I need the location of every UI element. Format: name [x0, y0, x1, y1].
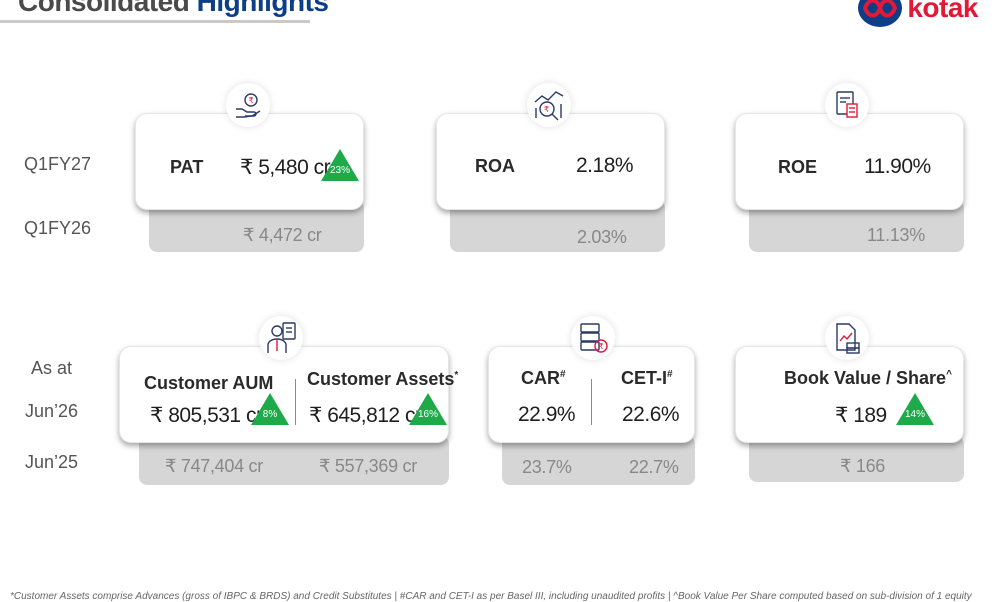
cet-value: 22.6%	[622, 403, 680, 426]
row-label-previous-quarter: Q1FY26	[24, 218, 92, 238]
footnote: *Customer Assets comprise Advances (gros…	[10, 591, 972, 602]
kotak-logo: kotak	[857, 0, 978, 28]
customer-aum-label: Customer AUM	[144, 373, 274, 393]
svg-text:₹: ₹	[544, 105, 549, 114]
svg-text:₹: ₹	[599, 342, 604, 351]
customer-aum-previous-value: ₹ 747,404 cr	[165, 456, 263, 476]
customer-card: Customer AUM Customer Assets* ₹ 805,531 …	[119, 346, 458, 443]
customer-divider	[295, 379, 296, 425]
car-previous-value: 23.7%	[522, 457, 572, 477]
cet-previous-value: 22.7%	[629, 457, 679, 477]
car-label: CAR#	[521, 368, 566, 388]
svg-text:₹: ₹	[249, 96, 254, 105]
row-label-as-at: As at	[31, 358, 73, 378]
customer-assets-growth: 16%	[417, 409, 438, 420]
bvps-card: Book Value / Share^ ₹ 189 14%	[735, 346, 964, 443]
row-label-current-date: Jun’26	[25, 401, 79, 421]
capital-card: CAR# CET-I# 22.9% 22.6%	[488, 346, 695, 443]
advisor-icon	[259, 316, 303, 360]
cet-label: CET-I#	[621, 368, 673, 388]
hand-rupee-coin-icon: ₹	[226, 83, 270, 127]
pat-growth: 23%	[329, 165, 350, 176]
roe-card: ROE 11.90%	[735, 113, 964, 210]
bvps-previous-value: ₹ 166	[840, 456, 885, 476]
customer-aum-value: ₹ 805,531 cr	[150, 404, 263, 427]
document-chart-icon	[825, 316, 869, 360]
pat-card: PAT ₹ 5,480 cr 23%	[135, 113, 364, 210]
bvps-growth-up-icon: 14%	[896, 393, 934, 425]
pat-value: ₹ 5,480 cr	[240, 156, 331, 179]
analytics-magnifier-icon: ₹	[527, 83, 571, 127]
customer-assets-previous-value: ₹ 557,369 cr	[319, 456, 417, 476]
customer-assets-value: ₹ 645,812 cr	[309, 404, 422, 427]
capital-divider	[591, 379, 592, 425]
customer-assets-label: Customer Assets*	[307, 369, 459, 389]
calculator-document-icon	[825, 83, 869, 127]
pat-growth-up-icon: 23%	[321, 149, 359, 181]
customer-aum-growth: 8%	[262, 409, 278, 420]
customer-assets-growth-up-icon: 16%	[409, 393, 447, 425]
roa-card: ROA 2.18%	[436, 113, 665, 210]
car-value: 22.9%	[518, 403, 576, 426]
customer-aum-growth-up-icon: 8%	[251, 393, 289, 425]
server-coins-icon: ₹	[571, 316, 615, 360]
roe-label: ROE	[778, 157, 818, 177]
bvps-growth: 14%	[904, 409, 925, 420]
roa-previous-value: 2.03%	[577, 227, 627, 247]
roe-value: 11.90%	[864, 155, 931, 178]
bvps-previous-panel: ₹ 166	[749, 436, 964, 482]
kotak-infinity-icon	[857, 0, 903, 28]
row-label-previous-date: Jun’25	[25, 452, 79, 472]
roe-previous-value: 11.13%	[867, 225, 925, 245]
roa-value: 2.18%	[576, 154, 634, 177]
title-underline	[0, 20, 310, 23]
pat-previous-value: ₹ 4,472 cr	[243, 225, 322, 245]
row-label-current-quarter: Q1FY27	[24, 154, 92, 174]
bvps-value: ₹ 189	[835, 404, 887, 427]
brand-name: kotak	[907, 0, 978, 23]
roa-label: ROA	[475, 156, 515, 176]
pat-label: PAT	[170, 157, 204, 177]
page-title: Consolidated Highlights	[18, 0, 329, 17]
bvps-label: Book Value / Share^	[784, 368, 952, 388]
customer-previous-panel: ₹ 747,404 cr ₹ 557,369 cr	[139, 436, 449, 485]
capital-previous-panel: 23.7% 22.7%	[502, 436, 695, 485]
